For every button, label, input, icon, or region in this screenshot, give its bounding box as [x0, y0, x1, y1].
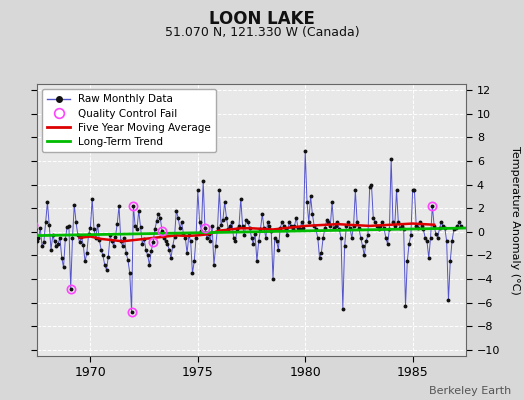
Legend: Raw Monthly Data, Quality Control Fail, Five Year Moving Average, Long-Term Tren: Raw Monthly Data, Quality Control Fail, …	[42, 89, 216, 152]
Y-axis label: Temperature Anomaly (°C): Temperature Anomaly (°C)	[510, 146, 520, 294]
Text: 51.070 N, 121.330 W (Canada): 51.070 N, 121.330 W (Canada)	[165, 26, 359, 39]
Text: LOON LAKE: LOON LAKE	[209, 10, 315, 28]
Text: Berkeley Earth: Berkeley Earth	[429, 386, 511, 396]
